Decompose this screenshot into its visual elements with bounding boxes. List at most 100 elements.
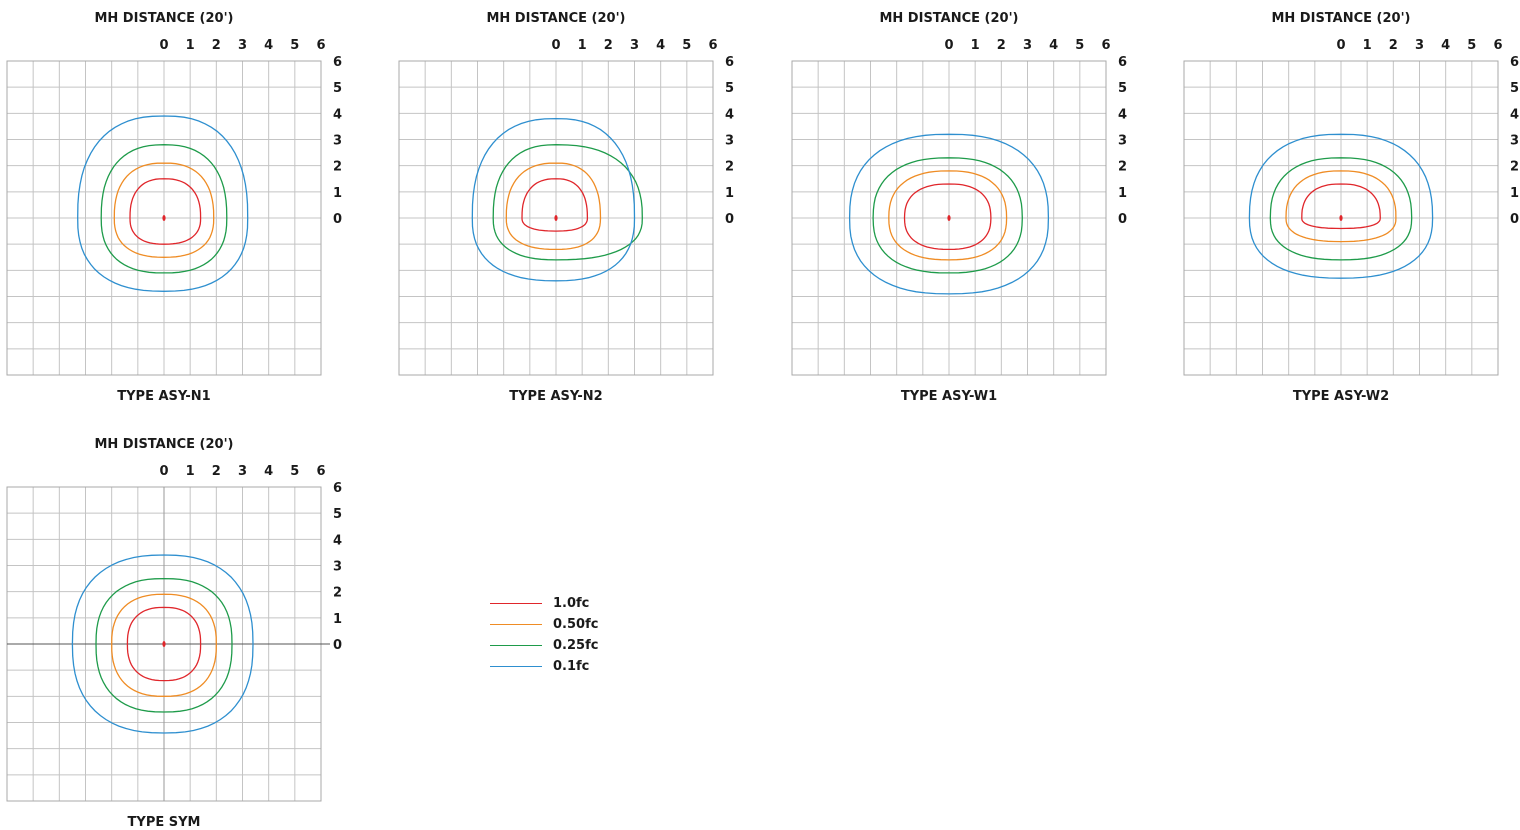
chart-type-label: TYPE ASY-W1 [901, 389, 997, 404]
contour-01fcfc [71, 554, 254, 734]
y-tick-label: 6 [1118, 55, 1127, 70]
y-tick-label: 0 [1118, 212, 1127, 227]
contour-01fcfc [77, 115, 249, 292]
contour-01fcfc [471, 117, 636, 282]
x-tick-label: 6 [1493, 38, 1502, 53]
x-tick-label: 1 [186, 38, 195, 53]
photometric-chart-asy-w1: MH DISTANCE (20') 0 1 2 3 4 5 6 6 5 4 3 2 1 0 TYPE ASY-… [785, 4, 1135, 404]
contour-050fcfc [1285, 170, 1397, 243]
x-tick-label: 2 [1389, 38, 1398, 53]
y-tick-label: 5 [725, 81, 734, 96]
x-tick-label: 6 [316, 38, 325, 53]
chart-title: MH DISTANCE (20') [1271, 11, 1410, 26]
y-tick-label: 2 [1118, 160, 1127, 175]
contour-050fcfc [113, 162, 215, 258]
y-tick-label: 5 [1510, 81, 1519, 96]
y-tick-label: 0 [1510, 212, 1519, 227]
x-tick-label: 5 [290, 38, 299, 53]
chart-type-label: TYPE ASY-W2 [1293, 389, 1389, 404]
chart-frame [791, 60, 1107, 376]
y-tick-label: 5 [333, 81, 342, 96]
contour-10fcfc [1301, 183, 1381, 230]
x-tick-label: 4 [264, 464, 273, 479]
x-tick-label: 1 [971, 38, 980, 53]
legend-item-01fc: 0.1fc [490, 656, 620, 677]
y-tick-label: 4 [333, 533, 342, 548]
contour-025fcfc [1269, 157, 1413, 261]
photometric-chart-sym: MH DISTANCE (20') 0 1 2 3 4 5 6 6 5 4 3 2 1 0 TYPE SYM [0, 430, 350, 830]
legend-label: 0.1fc [553, 659, 590, 674]
x-tick-label: 0 [159, 464, 168, 479]
legend-swatch [490, 624, 542, 625]
x-tick-label: 4 [1441, 38, 1450, 53]
contour-025fcfc [492, 144, 643, 261]
x-tick-label: 4 [1049, 38, 1058, 53]
y-tick-label: 4 [1118, 107, 1127, 122]
x-tick-label: 5 [682, 38, 691, 53]
x-tick-label: 6 [1101, 38, 1110, 53]
y-tick-label: 0 [725, 212, 734, 227]
x-tick-label: 0 [1336, 38, 1345, 53]
y-tick-label: 1 [333, 186, 342, 201]
x-tick-label: 1 [186, 464, 195, 479]
y-tick-label: 2 [1510, 160, 1519, 175]
y-tick-label: 6 [333, 55, 342, 70]
y-tick-label: 3 [333, 134, 342, 149]
contour-10fcfc [521, 178, 589, 232]
contour-01fcfc [848, 133, 1050, 295]
chart-title: MH DISTANCE (20') [879, 11, 1018, 26]
x-tick-label: 2 [212, 464, 221, 479]
legend-label: 0.25fc [553, 638, 599, 653]
x-tick-label: 3 [1023, 38, 1032, 53]
x-tick-label: 2 [997, 38, 1006, 53]
y-tick-label: 4 [725, 107, 734, 122]
luminaire-marker [162, 641, 166, 647]
y-tick-label: 4 [1510, 107, 1519, 122]
luminaire-marker [1339, 215, 1343, 221]
y-tick-label: 5 [333, 507, 342, 522]
chart-type-label: TYPE ASY-N1 [117, 389, 210, 404]
x-tick-label: 1 [1363, 38, 1372, 53]
contour-01fcfc [1248, 133, 1434, 279]
y-tick-label: 5 [1118, 81, 1127, 96]
legend-item-1fc: 1.0fc [490, 593, 620, 614]
contour-10fcfc [129, 178, 202, 245]
chart-type-label: TYPE SYM [128, 815, 201, 830]
x-tick-label: 6 [316, 464, 325, 479]
contour-10fcfc [903, 183, 992, 251]
contour-050fcfc [888, 170, 1008, 261]
x-tick-label: 0 [159, 38, 168, 53]
x-tick-label: 4 [264, 38, 273, 53]
legend-item-050fc: 0.50fc [490, 614, 620, 635]
contour-050fcfc [505, 162, 602, 251]
contour-025fcfc [100, 144, 228, 274]
legend-label: 1.0fc [553, 596, 590, 611]
photometric-chart-asy-n2: MH DISTANCE (20') 0 1 2 3 4 5 6 6 5 4 3 2 1 0 TYPE ASY-… [392, 4, 742, 404]
luminaire-marker [947, 215, 951, 221]
x-tick-label: 2 [604, 38, 613, 53]
photometric-chart-asy-n1: MH DISTANCE (20') 0 1 2 3 4 5 6 6 5 4 3 2 1 0 TYPE ASY-… [0, 4, 350, 404]
y-tick-label: 1 [1510, 186, 1519, 201]
x-tick-label: 0 [944, 38, 953, 53]
chart-frame [1183, 60, 1499, 376]
y-tick-label: 6 [725, 55, 734, 70]
chart-svg: MH DISTANCE (20') 0 1 2 3 4 5 66 5 4 3 2 1 0 TYPE ASY-… [6, 11, 342, 404]
x-tick-label: 4 [656, 38, 665, 53]
y-tick-label: 2 [725, 160, 734, 175]
chart-frame [6, 60, 322, 376]
legend-item-025fc: 0.25fc [490, 635, 620, 656]
legend-swatch [490, 603, 542, 604]
contour-10fcfc [126, 606, 202, 682]
y-tick-label: 3 [1510, 134, 1519, 149]
y-tick-label: 3 [725, 134, 734, 149]
y-tick-label: 2 [333, 586, 342, 601]
y-tick-label: 2 [333, 160, 342, 175]
x-tick-label: 3 [238, 38, 247, 53]
contour-050fcfc [111, 593, 217, 697]
chart-title: MH DISTANCE (20') [486, 11, 625, 26]
y-tick-label: 6 [1510, 55, 1519, 70]
x-tick-label: 0 [551, 38, 560, 53]
luminaire-marker [162, 215, 166, 221]
contour-025fcfc [872, 157, 1023, 274]
chart-type-label: TYPE ASY-N2 [509, 389, 602, 404]
